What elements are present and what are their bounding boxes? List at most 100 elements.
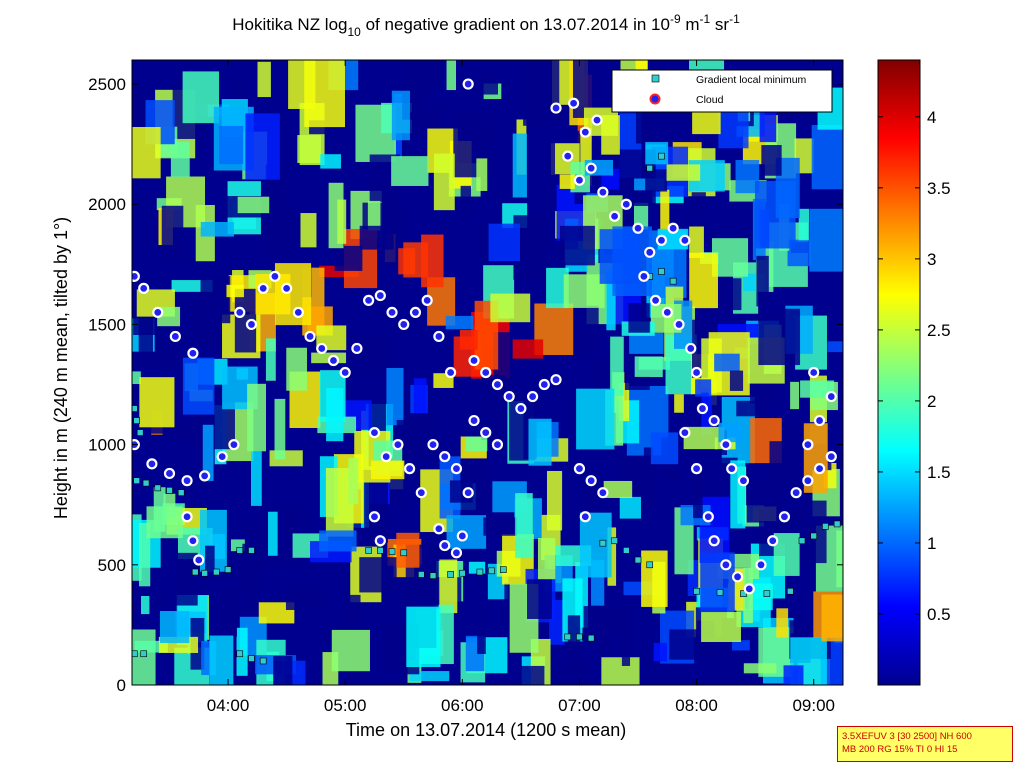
heatmap-cell	[446, 60, 456, 91]
cloud-point	[292, 306, 304, 319]
heatmap-cell	[413, 378, 427, 413]
cloud-point	[673, 318, 685, 331]
heatmap-cell	[141, 595, 150, 615]
heatmap-cell	[320, 154, 341, 169]
minimum-point	[658, 268, 665, 275]
heatmap-cell	[234, 288, 257, 353]
cloud-point	[374, 535, 386, 547]
cloud-point	[608, 210, 621, 222]
heatmap-cell	[445, 315, 474, 330]
minimum-point	[786, 587, 794, 595]
heatmap-cell	[205, 545, 215, 577]
heatmap-cell	[182, 357, 215, 415]
cloud-point	[802, 475, 814, 487]
x-tick-label: 04:00	[207, 696, 250, 715]
cloud-point	[132, 270, 140, 282]
cloud-point	[778, 511, 791, 523]
heatmap-cell	[607, 527, 617, 586]
legend-marker-minimum	[651, 74, 660, 83]
minimum-point	[763, 590, 771, 597]
heatmap-cell	[756, 255, 769, 307]
heatmap-cell	[599, 632, 610, 654]
chart-title: Hokitika NZ log10 of negative gradient o…	[232, 12, 740, 39]
heatmap-cell	[711, 238, 749, 277]
minimum-point	[669, 277, 677, 285]
heatmap-cell	[268, 511, 278, 556]
cloud-point	[690, 366, 703, 379]
heatmap-cell	[618, 382, 630, 422]
minimum-point	[388, 548, 396, 555]
cloud-point	[439, 451, 451, 463]
heatmap-cell	[650, 432, 679, 465]
heatmap-cell	[274, 398, 286, 460]
heatmap-cell	[579, 512, 612, 578]
heatmap-cell	[683, 426, 725, 450]
title-sup2: -1	[700, 12, 711, 26]
cloud-point	[708, 535, 720, 547]
heatmap-cell	[152, 594, 164, 606]
cloud-point	[480, 366, 492, 379]
cloud-point	[187, 347, 199, 359]
heatmap-cell	[247, 383, 267, 452]
cloud-point	[386, 306, 398, 319]
heatmap-cell	[666, 164, 701, 181]
heatmap-cell	[446, 515, 487, 549]
heatmap-cell	[200, 276, 231, 324]
heatmap-cell	[251, 451, 262, 506]
minimum-markers	[132, 152, 841, 665]
minimum-point	[142, 479, 150, 487]
heatmap-cell	[660, 189, 670, 237]
minimum-point	[716, 589, 724, 596]
cloud-point	[573, 463, 586, 475]
heatmap-cell	[343, 594, 361, 636]
cloud-point	[813, 463, 826, 475]
heatmap-cell	[645, 169, 668, 192]
heatmap-cell	[641, 550, 668, 607]
cloud-point	[503, 390, 515, 403]
cloud-point	[567, 97, 580, 109]
heatmap-cell	[396, 419, 437, 458]
colorbar-tick-label: 1	[927, 534, 936, 553]
heatmap-cell	[555, 662, 590, 685]
cloud-point	[281, 282, 293, 294]
cloud-point	[597, 186, 609, 198]
minimum-point	[576, 633, 583, 641]
cloud-point	[743, 583, 755, 595]
minimum-point	[236, 650, 244, 658]
minimum-point	[154, 484, 162, 492]
minimum-point	[201, 569, 208, 577]
heatmap-cell	[465, 436, 488, 452]
heatmap-cell	[161, 205, 184, 262]
cloud-point	[404, 463, 416, 475]
minimum-point	[236, 547, 244, 554]
heatmap-cell	[583, 606, 621, 637]
heatmap-cell	[736, 400, 766, 417]
cloud-point	[655, 234, 668, 246]
cloud-point	[187, 535, 199, 547]
minimum-point	[587, 634, 595, 642]
minimum-point	[623, 547, 630, 554]
cloud-point	[234, 306, 246, 319]
y-tick-label: 2000	[88, 195, 126, 214]
cloud-point	[181, 475, 193, 487]
minimum-point	[634, 556, 642, 564]
info-line-1: 3.5XEFUV 3 [30 2500] NH 600	[842, 731, 972, 742]
heatmap-cell	[691, 192, 706, 217]
minimum-point	[140, 650, 148, 658]
heatmap-cell	[653, 642, 667, 662]
cloud-point	[696, 402, 709, 415]
heatmap-cell	[512, 133, 527, 198]
colorbar-tick-label: 4	[927, 108, 936, 127]
heatmap-cell	[300, 213, 317, 248]
heatmap-cell	[269, 206, 295, 261]
minimum-point	[177, 489, 185, 496]
minimum-point	[599, 539, 607, 547]
cloud-point	[526, 390, 539, 403]
cloud-point	[415, 487, 427, 499]
colorbar-tick-label: 0.5	[927, 605, 951, 624]
heatmap-cell	[735, 160, 760, 194]
cloud-point	[351, 342, 363, 355]
x-tick-label: 08:00	[675, 696, 718, 715]
heatmap-cell	[809, 208, 843, 272]
cloud-point	[439, 539, 451, 552]
